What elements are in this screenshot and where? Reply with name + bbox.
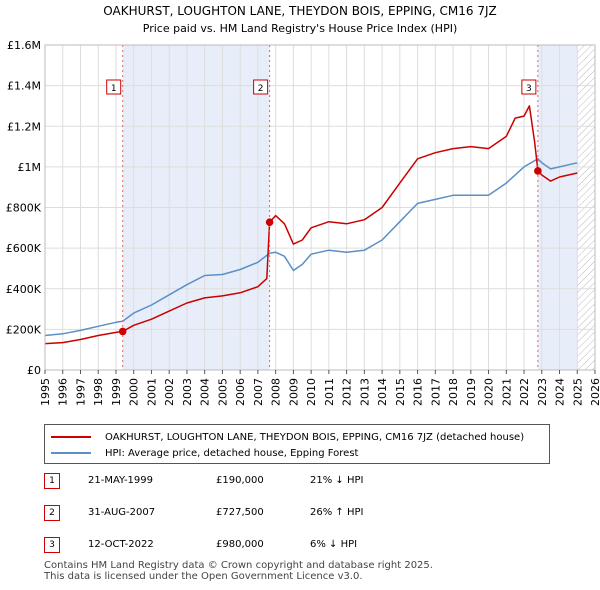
x-tick-label: 2025 [571,378,584,406]
transaction-vlines [122,45,539,370]
chart-title: OAKHURST, LOUGHTON LANE, THEYDON BOIS, E… [103,4,496,18]
transaction-hpi-diff: 26% ↑ HPI [310,507,364,518]
x-tick-label: 2000 [128,378,141,406]
transaction-date: 21-MAY-1999 [88,475,154,486]
x-tick-label: 2010 [305,378,318,406]
x-tick-label: 2024 [554,378,567,406]
transaction-price: £980,000 [216,539,264,550]
series-line [44,158,578,337]
x-tick-label: 2022 [518,378,531,406]
transaction-hpi-diff: 21% ↓ HPI [310,475,364,486]
x-tick-label: 2005 [216,378,229,406]
legend-label-property: OAKHURST, LOUGHTON LANE, THEYDON BOIS, E… [105,431,525,443]
x-tick-label: 2013 [358,378,371,406]
x-tick-label: 2016 [412,378,425,406]
x-tick-label: 1996 [57,378,70,406]
chart-subtitle: Price paid vs. HM Land Registry's House … [143,22,458,35]
x-tick-label: 2018 [447,378,460,406]
legend-item-hpi: HPI: Average price, detached house, Eppi… [51,445,358,461]
x-tick-label: 2017 [429,378,442,406]
x-tick-label: 1998 [92,378,105,406]
y-tick-label: £0 [27,364,41,377]
legend-swatch-property [51,436,91,438]
series-line [44,105,578,345]
legend-label-hpi: HPI: Average price, detached house, Eppi… [105,447,359,459]
y-tick-label: £1.4M [7,80,41,93]
transaction-point [265,218,274,227]
y-tick-label: £1.2M [7,120,41,133]
x-tick-label: 1997 [74,378,87,406]
x-tick-label: 2007 [252,378,265,406]
transaction-point [534,167,542,175]
x-tick-label: 2021 [500,378,513,406]
plot-frame [44,44,596,371]
x-tick-label: 2019 [465,378,478,406]
x-tick-label: 2015 [394,378,407,406]
transaction-label: 3 [526,84,532,94]
x-tick-label: 2014 [376,378,389,406]
legend-item-property: OAKHURST, LOUGHTON LANE, THEYDON BOIS, E… [51,429,524,445]
transaction-number: 3 [44,537,60,553]
y-tick-label: £600K [6,242,42,255]
x-tick-label: 2008 [270,378,283,406]
transaction-price: £190,000 [216,475,264,486]
y-tick-label: £1M [18,161,42,174]
x-tick-label: 2003 [181,378,194,406]
transaction-point [118,327,127,336]
x-tick-label: 2004 [199,378,212,406]
axes: £0 £200K £400K £600K £800K £1M £1.2M £1.4M £1.6M… [6,39,600,406]
transaction-date: 12-OCT-2022 [88,539,154,550]
footer-copyright: Contains HM Land Registry data © Crown c… [44,560,433,571]
x-tick-label: 1999 [110,378,123,406]
transaction-label-box [253,79,269,95]
y-tick-label: £200K [6,323,42,336]
x-tick-label: 1995 [39,378,52,406]
x-tick-label: 2011 [323,378,336,406]
transaction-number: 1 [44,473,60,489]
y-tick-label: £400K [6,283,42,296]
legend: OAKHURST, LOUGHTON LANE, THEYDON BOIS, E… [44,424,550,464]
transaction-label-box [106,79,122,95]
x-tick-label: 2023 [536,378,549,406]
y-tick-label: £1.6M [7,39,41,52]
transaction-number: 2 [44,505,60,521]
series-lines [44,105,578,345]
legend-swatch-hpi [51,452,91,454]
x-tick-label: 2009 [287,378,300,406]
transaction-date: 31-AUG-2007 [88,507,156,518]
transaction-markers: 1 2 3 [106,79,542,336]
x-tick-label: 2006 [234,378,247,406]
footer: Contains HM Land Registry data © Crown c… [44,560,433,582]
footer-licence: This data is licensed under the Open Gov… [44,571,363,582]
transaction-label: 2 [258,84,264,94]
x-tick-label: 2026 [589,378,600,406]
transaction-label-box [521,79,537,95]
transaction-price: £727,500 [216,507,264,518]
x-tick-label: 2020 [483,378,496,406]
transaction-label: 1 [111,84,117,94]
x-tick-label: 2012 [341,378,354,406]
transaction-hpi-diff: 6% ↓ HPI [310,539,358,550]
x-tick-label: 2002 [163,378,176,406]
x-tick-label: 2001 [145,378,158,406]
y-tick-label: £800K [6,202,42,215]
